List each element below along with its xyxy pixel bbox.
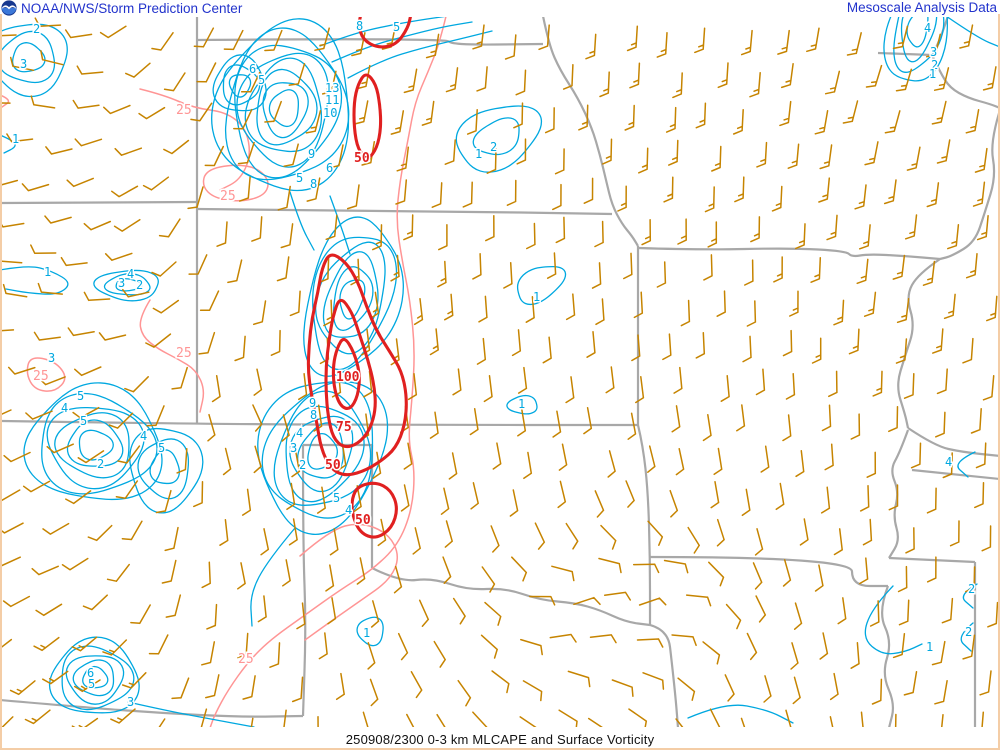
contour-label: 13 — [325, 81, 339, 95]
contour-label: 50 — [355, 513, 371, 528]
contour-label: 5 — [393, 20, 400, 34]
contour-label: 1 — [929, 67, 936, 81]
contour-label: 3 — [930, 45, 937, 59]
contour-label: 2 — [965, 625, 972, 639]
contour-label: 5 — [88, 677, 95, 691]
contour-label: 50 — [354, 151, 370, 166]
contour-label: 4 — [924, 21, 931, 35]
contour-label: 5 — [80, 414, 87, 428]
contour-label: 25 — [220, 189, 236, 204]
contour-label: 10 — [323, 106, 337, 120]
contour-label: 5 — [258, 73, 265, 87]
contour-label: 5 — [333, 491, 340, 505]
contour-label: 11 — [325, 93, 339, 107]
header-left: NOAA/NWS/Storm Prediction Center — [1, 0, 242, 16]
contour-label: 25 — [176, 103, 192, 118]
contour-label: 8 — [310, 408, 317, 422]
contour-label: 3 — [20, 57, 27, 71]
contour-label: 100 — [336, 370, 360, 385]
contour-label: 3 — [290, 441, 297, 455]
contour-label: 4 — [345, 503, 352, 517]
cape-heavy-contour-layer — [306, 16, 413, 539]
contour-label: 5 — [77, 389, 84, 403]
contour-label: 4 — [296, 426, 303, 440]
contour-label: 8 — [310, 177, 317, 191]
contour-label: 1 — [44, 265, 51, 279]
contour-label: 4 — [127, 267, 134, 281]
contour-label: 9 — [308, 147, 315, 161]
contour-label: 2 — [136, 278, 143, 292]
contour-label: 1 — [12, 132, 19, 146]
contour-label: 2 — [97, 457, 104, 471]
contour-label: 3 — [127, 695, 134, 709]
contour-label: 4 — [61, 401, 68, 415]
contour-label: 6 — [249, 62, 256, 76]
contour-label: 25 — [238, 652, 254, 667]
wind-barb-layer — [2, 17, 998, 727]
contour-label: 3 — [118, 276, 125, 290]
cape25-contour-layer — [2, 16, 447, 727]
contour-label: 1 — [518, 397, 525, 411]
vorticity-contour-layer — [2, 16, 998, 727]
header-title-link[interactable]: NOAA/NWS/Storm Prediction Center — [21, 0, 243, 16]
contour-label: 50 — [325, 458, 341, 473]
contour-label: 9 — [309, 396, 316, 410]
contour-label: 25 — [176, 346, 192, 361]
contour-label: 2 — [968, 582, 975, 596]
map-caption: 250908/2300 0-3 km MLCAPE and Surface Vo… — [345, 732, 655, 747]
contour-label: 6 — [87, 666, 94, 680]
contour-label: 4 — [140, 429, 147, 443]
page-header: NOAA/NWS/Storm Prediction Center Mesosca… — [0, 0, 1000, 17]
state-borders-layer — [2, 16, 998, 727]
contour-label: 2 — [490, 140, 497, 154]
contour-label: 1 — [533, 290, 540, 304]
contour-label: 5 — [158, 441, 165, 455]
contour-label: 1 — [926, 640, 933, 654]
noaa-logo-icon — [1, 0, 17, 16]
contour-label: 1 — [475, 147, 482, 161]
contour-label: 2 — [299, 458, 306, 472]
contour-label: 4 — [945, 455, 952, 469]
contour-label: 1 — [363, 626, 370, 640]
contour-label: 8 — [356, 19, 363, 33]
contour-label: 3 — [48, 351, 55, 365]
contour-label: 2 — [931, 58, 938, 72]
contour-label: 2 — [33, 22, 40, 36]
contour-label: 6 — [326, 161, 333, 175]
contour-label: 75 — [336, 420, 352, 435]
header-subtitle[interactable]: Mesoscale Analysis Data — [846, 0, 997, 15]
contour-label: 25 — [33, 369, 49, 384]
contour-label: 5 — [296, 171, 303, 185]
